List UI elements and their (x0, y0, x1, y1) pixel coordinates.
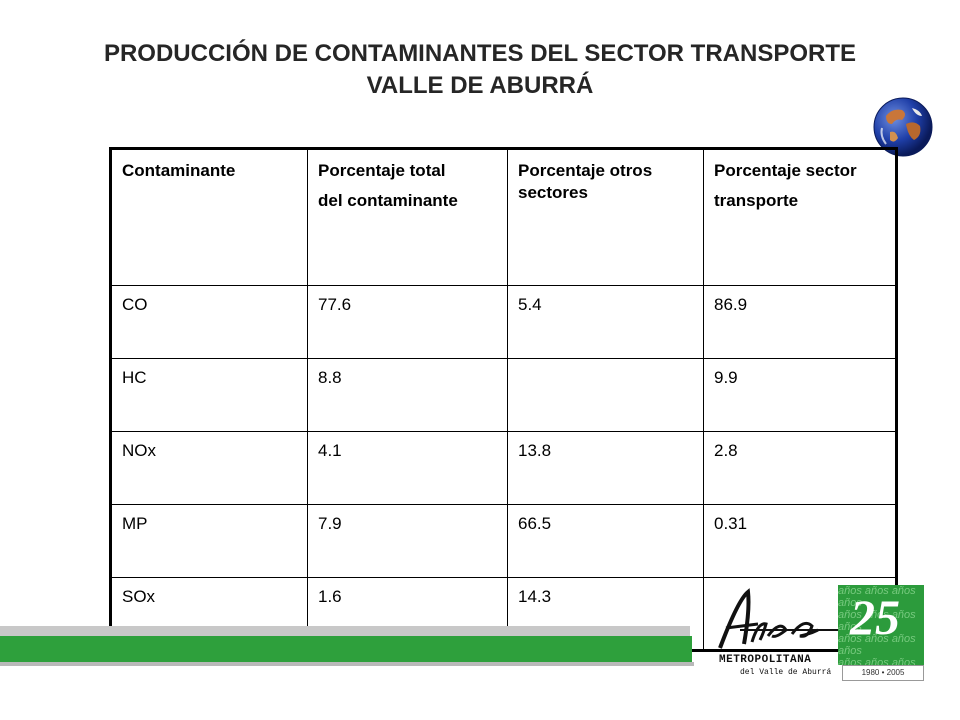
table-cell: 2.8 (703, 431, 897, 505)
logo-name: METROPOLITANA (719, 654, 812, 666)
table-row: MP 7.9 66.5 0.31 (110, 504, 897, 578)
table-cell: 5.4 (507, 285, 704, 359)
table-cell: 86.9 (703, 285, 897, 359)
pollutant-table: Contaminante Porcentaje total del contam… (109, 147, 898, 652)
header-text: Porcentaje otros sectores (518, 161, 653, 202)
table-cell: 13.8 (507, 431, 704, 505)
header-text: Contaminante (122, 161, 236, 180)
table-cell (507, 358, 704, 432)
anniversary-badge (838, 585, 924, 665)
globe-icon (873, 97, 933, 157)
header-porcentaje-transporte: Porcentaje sector transporte (703, 148, 897, 286)
table-cell: 7.9 (307, 504, 508, 578)
decorative-bars (0, 626, 694, 666)
table-cell: 4.1 (307, 431, 508, 505)
title-line-1: PRODUCCIÓN DE CONTAMINANTES DEL SECTOR T… (103, 40, 857, 67)
page-title: PRODUCCIÓN DE CONTAMINANTES DEL SECTOR T… (40, 38, 920, 102)
anniversary-pattern: años años años años años años años años añ… (838, 585, 916, 665)
table-header-row: Contaminante Porcentaje total del contam… (110, 148, 897, 286)
table-row: HC 8.8 9.9 (110, 358, 897, 432)
table-cell: HC (110, 358, 308, 432)
table-row: NOx 4.1 13.8 2.8 (110, 431, 897, 505)
header-text: Porcentaje total (318, 161, 446, 180)
table-cell: NOx (110, 431, 308, 505)
anniversary-years: 1980 • 2005 (842, 665, 924, 681)
table-cell: 77.6 (307, 285, 508, 359)
header-porcentaje-otros: Porcentaje otros sectores (507, 148, 704, 286)
table-cell: CO (110, 285, 308, 359)
pollutant-table-container: Contaminante Porcentaje total del contam… (109, 147, 898, 652)
table-cell: MP (110, 504, 308, 578)
header-porcentaje-total: Porcentaje total del contaminante (307, 148, 508, 286)
header-text: Porcentaje sector (714, 161, 857, 180)
header-subtext: transporte (714, 191, 799, 210)
anniversary-number: 25 (850, 589, 900, 645)
header-subtext: del contaminante (318, 191, 458, 210)
header-contaminante: Contaminante (110, 148, 308, 286)
table-cell: 66.5 (507, 504, 704, 578)
table-cell: 9.9 (703, 358, 897, 432)
logo-subtitle: del Valle de Aburrá (740, 668, 832, 677)
table-row: CO 77.6 5.4 86.9 (110, 285, 897, 359)
table-cell: 0.31 (703, 504, 897, 578)
title-line-2: VALLE DE ABURRÁ (366, 72, 594, 99)
table-cell: 8.8 (307, 358, 508, 432)
